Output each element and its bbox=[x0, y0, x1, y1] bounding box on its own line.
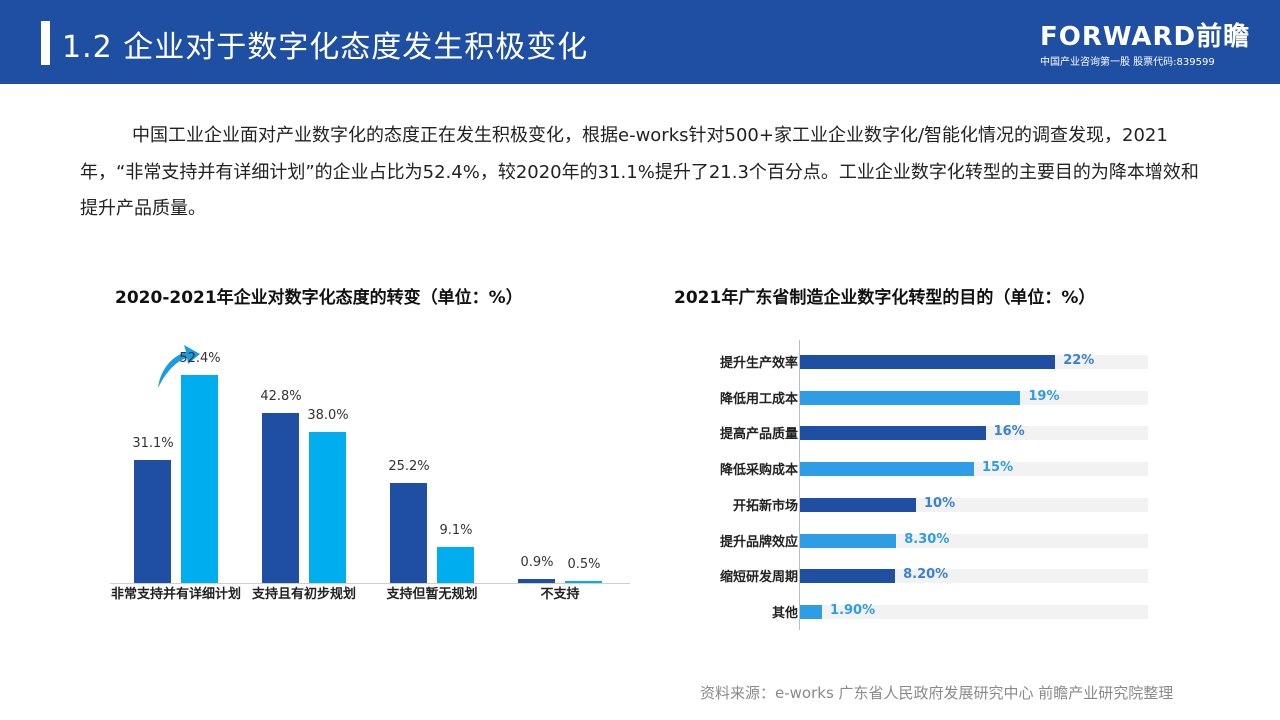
bar-fill bbox=[800, 390, 1021, 405]
bar-value-label: 9.1% bbox=[439, 522, 473, 538]
logo-brand-text: FORWARD前瞻 bbox=[1040, 22, 1251, 52]
bar-value-label: 38.0% bbox=[307, 408, 349, 424]
bar-fill bbox=[800, 533, 897, 548]
attitude-bar-chart: 31.1% 52.4% 非常支持并有详细计划 42.8% 38.0% 支持且有初步规划 25… bbox=[110, 330, 640, 630]
increase-arrow-icon bbox=[158, 345, 200, 388]
chart1-title: 2020-2021年企业对数字化态度的转变（单位：%） bbox=[115, 288, 523, 308]
bar-value-label: 0.9% bbox=[520, 555, 554, 571]
x-axis-line bbox=[110, 583, 630, 584]
row-label: 降低采购成本 bbox=[719, 463, 798, 479]
bar-value: 16% bbox=[993, 424, 1025, 440]
bar-value-label: 0.5% bbox=[567, 557, 601, 572]
bar-value: 22% bbox=[1063, 353, 1095, 368]
purpose-row: 缩短研发周期 8.20% bbox=[690, 567, 1160, 586]
purpose-row: 提高产品质量 16% bbox=[690, 424, 1160, 443]
bar-value: 8.20% bbox=[903, 567, 949, 583]
purpose-row: 开拓新市场 10% bbox=[690, 495, 1160, 514]
row-label: 缩短研发周期 bbox=[719, 570, 798, 586]
purpose-row: 其他 1.90% bbox=[690, 602, 1160, 621]
bar-2021-1 bbox=[309, 432, 346, 583]
bar-value-label: 52.4% bbox=[179, 350, 221, 366]
bar-value: 15% bbox=[982, 460, 1014, 476]
bar-track bbox=[800, 604, 1148, 619]
chart2-title: 2021年广东省制造企业数字化转型的目的（单位：%） bbox=[674, 288, 1096, 308]
bar-fill bbox=[800, 462, 974, 477]
bar-value: 19% bbox=[1028, 388, 1060, 404]
page-title: 1.2 企业对于数字化态度发生积极变化 bbox=[62, 30, 589, 65]
row-label: 降低用工成本 bbox=[719, 391, 798, 407]
bar-value: 1.90% bbox=[830, 602, 876, 618]
row-label: 提升生产效率 bbox=[719, 356, 798, 371]
category-label: 不支持 bbox=[540, 587, 580, 602]
title-accent-bar bbox=[41, 21, 50, 65]
purpose-row: 降低采购成本 15% bbox=[690, 460, 1160, 479]
purpose-row: 提升生产效率 22% bbox=[690, 353, 1160, 371]
bar-2021-2 bbox=[437, 546, 474, 583]
row-label: 开拓新市场 bbox=[732, 498, 798, 514]
y-axis-line bbox=[799, 340, 800, 630]
bar-fill bbox=[800, 497, 916, 512]
row-label: 提升品牌效应 bbox=[719, 534, 798, 550]
brand-logo: FORWARD前瞻 中国产业咨询第一股 股票代码:839599 bbox=[1040, 24, 1250, 68]
purpose-row: 提升品牌效应 8.30% bbox=[690, 531, 1160, 550]
bar-2021-0 bbox=[181, 374, 218, 583]
bar-fill bbox=[800, 355, 1056, 369]
bar-value: 8.30% bbox=[904, 531, 950, 547]
category-label: 非常支持并有详细计划 bbox=[111, 587, 242, 602]
bar-2020-1 bbox=[262, 413, 299, 583]
bar-fill bbox=[800, 569, 896, 584]
bar-2020-3 bbox=[518, 579, 555, 583]
bar-value: 10% bbox=[924, 495, 956, 511]
bar-value-label: 31.1% bbox=[132, 435, 174, 451]
row-label: 其他 bbox=[771, 605, 798, 621]
purpose-row: 降低用工成本 19% bbox=[690, 388, 1160, 407]
bar-fill bbox=[800, 426, 986, 441]
bar-2020-0 bbox=[134, 459, 171, 583]
category-label: 支持且有初步规划 bbox=[251, 587, 356, 602]
intro-paragraph: 中国工业企业面对产业数字化的态度正在发生积极变化，根据e-works针对500+… bbox=[80, 125, 1199, 219]
bar-value-label: 42.8% bbox=[260, 389, 302, 405]
row-label: 提高产品质量 bbox=[719, 427, 798, 443]
header-bar: 1.2 企业对于数字化态度发生积极变化 FORWARD前瞻 中国产业咨询第一股 … bbox=[0, 0, 1280, 84]
bar-fill bbox=[800, 604, 823, 619]
bar-2020-2 bbox=[390, 482, 427, 583]
source-note: 资料来源：e-works 广东省人民政府发展研究中心 前瞻产业研究院整理 bbox=[700, 684, 1174, 702]
category-label: 支持但暂无规划 bbox=[386, 587, 478, 602]
bar-value-label: 25.2% bbox=[388, 458, 430, 474]
bar-2021-3 bbox=[565, 581, 602, 583]
logo-subtitle: 中国产业咨询第一股 股票代码:839599 bbox=[1040, 57, 1215, 68]
purpose-bar-chart: 提升生产效率 22% 降低用工成本 19% 提高产品质量 16% 降低采购成本 15% 开拓新市… bbox=[690, 340, 1160, 630]
